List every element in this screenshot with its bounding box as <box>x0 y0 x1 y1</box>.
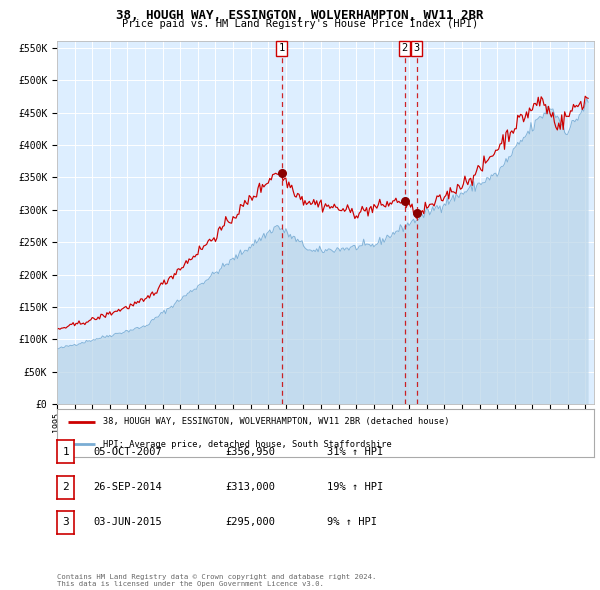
Text: £313,000: £313,000 <box>225 482 275 492</box>
Text: 05-OCT-2007: 05-OCT-2007 <box>93 447 162 457</box>
Text: £295,000: £295,000 <box>225 517 275 527</box>
Text: 38, HOUGH WAY, ESSINGTON, WOLVERHAMPTON, WV11 2BR: 38, HOUGH WAY, ESSINGTON, WOLVERHAMPTON,… <box>116 9 484 22</box>
Text: 3: 3 <box>62 517 69 527</box>
Text: 19% ↑ HPI: 19% ↑ HPI <box>327 482 383 492</box>
Text: 38, HOUGH WAY, ESSINGTON, WOLVERHAMPTON, WV11 2BR (detached house): 38, HOUGH WAY, ESSINGTON, WOLVERHAMPTON,… <box>103 418 449 427</box>
Text: Price paid vs. HM Land Registry's House Price Index (HPI): Price paid vs. HM Land Registry's House … <box>122 19 478 30</box>
Text: Contains HM Land Registry data © Crown copyright and database right 2024.
This d: Contains HM Land Registry data © Crown c… <box>57 574 376 587</box>
Text: 1: 1 <box>278 44 285 54</box>
Text: 1: 1 <box>62 447 69 457</box>
Text: £356,950: £356,950 <box>225 447 275 457</box>
Text: 2: 2 <box>401 44 407 54</box>
Text: 2: 2 <box>62 482 69 492</box>
Text: 26-SEP-2014: 26-SEP-2014 <box>93 482 162 492</box>
Text: 3: 3 <box>413 44 419 54</box>
Text: 9% ↑ HPI: 9% ↑ HPI <box>327 517 377 527</box>
Text: 31% ↑ HPI: 31% ↑ HPI <box>327 447 383 457</box>
Text: 03-JUN-2015: 03-JUN-2015 <box>93 517 162 527</box>
Text: HPI: Average price, detached house, South Staffordshire: HPI: Average price, detached house, Sout… <box>103 440 391 448</box>
